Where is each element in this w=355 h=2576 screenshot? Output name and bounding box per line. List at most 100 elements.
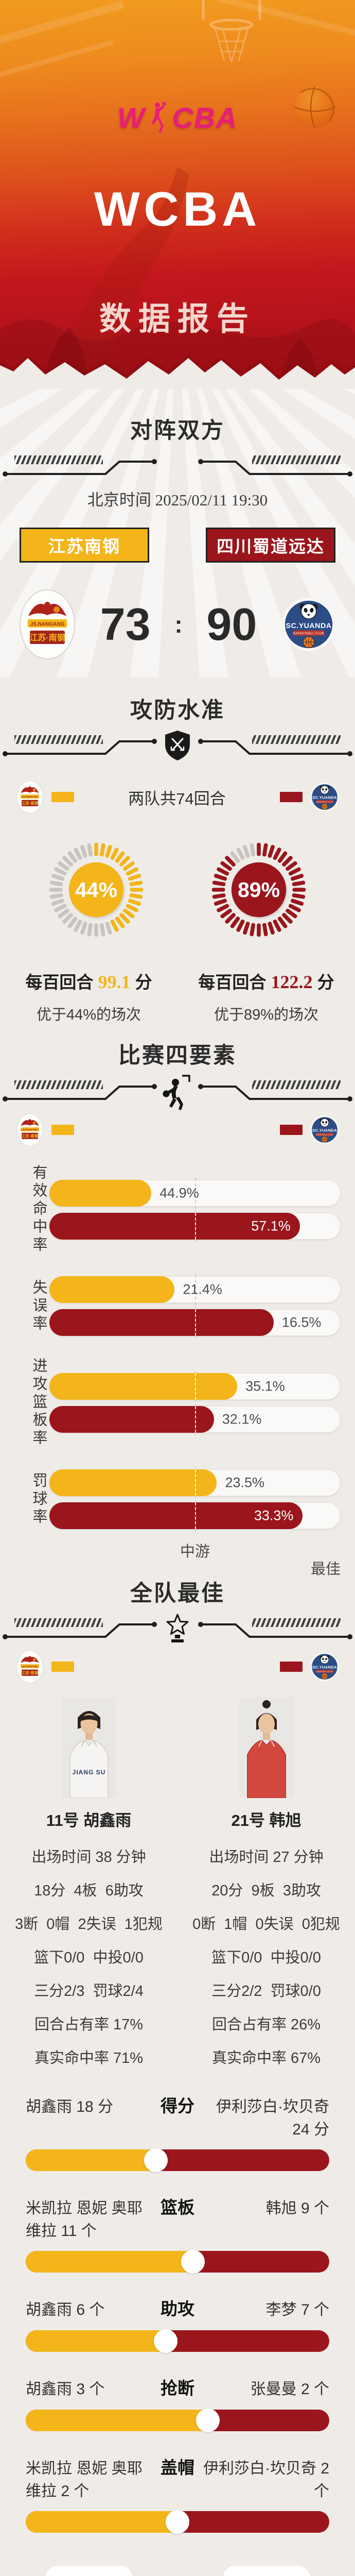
away-color-swatch <box>280 1662 303 1672</box>
hero-subtitle: 数据报告 <box>99 301 256 337</box>
home-offense-caption: 每百回合 99.1 分 优于44%的场次 <box>0 969 177 1024</box>
team-banners: 江苏南钢 四川蜀道远达 <box>0 522 355 577</box>
wechat-minicode <box>45 2566 133 2576</box>
stat-line: 0断 1帽 0失误 0犯规 <box>192 1916 340 1933</box>
leader-split-bar <box>26 2329 329 2353</box>
away-best-player: 21号 韩旭 <box>177 1697 355 1831</box>
four-factors-chart: 有效命中率 44.9% 57.1% 失误率 <box>0 1164 355 1531</box>
home-player-name: 11号 胡鑫雨 <box>46 1811 132 1829</box>
leader-row-blocks: 米凯拉 恩妮 奥耶维拉 2 个 盖帽 伊利莎白·坎贝奇 2 个 <box>0 2454 355 2534</box>
shield-swords-icon <box>163 730 192 764</box>
offense-defense-title: 攻防水准 <box>130 698 225 723</box>
away-leader: 伊利莎白·坎贝奇 2 个 <box>203 2460 329 2500</box>
away-points-per-100: 122.2 <box>271 972 313 992</box>
leader-row-rebounds: 米凯拉 恩妮 奥耶维拉 11 个 篮板 韩旭 9 个 <box>0 2194 355 2274</box>
rating-prefix: 每百回合 <box>25 973 94 992</box>
offense-defense-section: 攻防水准 两队共74回合 <box>0 692 355 1024</box>
stat-line: 出场时间 27 分钟 <box>209 1849 324 1866</box>
category-label: 盖帽 <box>161 2458 194 2477</box>
home-best-player: 11号 胡鑫雨 <box>0 1697 177 1831</box>
away-factor-bar: 57.1% <box>49 1210 341 1242</box>
home-team-logo-small <box>15 780 44 814</box>
stat-line: 20分 9板 3助攻 <box>211 1883 321 1899</box>
stat-line: 真实命中率 67% <box>211 2050 321 2066</box>
factor-label: 罚球率 <box>30 1472 47 1527</box>
team-best-section: 全队最佳 11号 胡鑫雨 <box>0 1575 355 2067</box>
torn-edge <box>0 354 355 389</box>
away-factor-bar: 16.5% <box>49 1307 341 1338</box>
offense-defense-legend: 两队共74回合 <box>0 780 355 814</box>
stat-line: 回合占有率 17% <box>34 2016 144 2033</box>
away-offense-donut: 89% <box>210 841 308 939</box>
section-divider <box>0 1075 355 1110</box>
away-leader: 张曼曼 2 个 <box>250 2381 329 2398</box>
away-offense-caption: 每百回合 122.2 分 优于89%的场次 <box>177 969 355 1024</box>
home-factor-value: 35.1% <box>245 1378 285 1394</box>
qr-code <box>222 2566 310 2576</box>
team-best-title: 全队最佳 <box>130 1581 225 1606</box>
rating-suffix: 分 <box>317 973 334 992</box>
leader-row-points: 胡鑫雨 18 分 得分 伊利莎白·坎贝奇 24 分 <box>0 2092 355 2172</box>
matchup-title: 对阵双方 <box>130 418 225 443</box>
home-player-stats: 出场时间 38 分钟 18分 4板 6助攻 3断 0帽 2失误 1犯规 篮下0/… <box>0 1845 177 2067</box>
team-best-legend <box>0 1650 355 1684</box>
stat-line: 篮下0/0 中投0/0 <box>211 1950 321 1966</box>
away-factor-value: 32.1% <box>222 1411 262 1427</box>
home-team-logo-small <box>15 1113 44 1147</box>
leader-split-bar <box>26 2250 329 2274</box>
split-knob <box>181 2250 205 2274</box>
away-factor-bar: 32.1% <box>49 1403 341 1435</box>
away-team-name: 四川蜀道远达 <box>217 537 325 556</box>
away-color-swatch <box>280 1125 303 1135</box>
wcba-logo-player-icon <box>151 101 166 133</box>
home-factor-bar: 44.9% <box>49 1177 341 1209</box>
home-team-name: 江苏南钢 <box>48 537 120 556</box>
home-factor-bar: 35.1% <box>49 1370 341 1402</box>
factor-label: 进攻篮板率 <box>30 1358 47 1448</box>
home-factor-value: 21.4% <box>183 1281 222 1297</box>
basketball-player-icon <box>162 1075 193 1114</box>
score-colon: : <box>174 611 183 638</box>
home-points-per-100: 99.1 <box>98 972 131 992</box>
stat-line: 3断 0帽 2失误 1犯规 <box>15 1916 163 1933</box>
away-team-logo-small <box>310 1652 340 1682</box>
category-label: 得分 <box>161 2096 194 2115</box>
factor-label: 失误率 <box>30 1279 47 1333</box>
qr-data-notes: 微信扫码查看数据说明 <box>177 2566 355 2576</box>
four-factors-axis: 中游 最佳 <box>0 1539 355 1578</box>
axis-best-label: 最佳 <box>310 1561 341 1578</box>
away-factor-value: 16.5% <box>281 1314 322 1330</box>
axis-mid-label: 中游 <box>180 1544 210 1560</box>
factor-row-efg: 有效命中率 44.9% 57.1% <box>0 1164 341 1255</box>
away-offense-percentile: 89% <box>237 877 280 902</box>
home-factor-bar: 23.5% <box>49 1467 341 1498</box>
star-trophy-icon <box>163 1613 192 1648</box>
split-knob <box>154 2329 178 2353</box>
split-knob <box>196 2409 220 2432</box>
four-factors-legend <box>0 1113 355 1147</box>
leader-split-bar <box>26 2148 329 2172</box>
home-color-swatch <box>51 1125 74 1135</box>
qr-more-data: 微信扫码查看更多数据 <box>0 2566 177 2576</box>
home-leader: 米凯拉 恩妮 奥耶维拉 11 个 <box>26 2200 143 2240</box>
best-players: 11号 胡鑫雨 21号 韩旭 <box>0 1697 355 1831</box>
home-color-swatch <box>51 792 74 802</box>
away-player-stats: 出场时间 27 分钟 20分 9板 3助攻 0断 1帽 0失误 0犯规 篮下0/… <box>177 1845 355 2067</box>
stat-line: 回合占有率 26% <box>211 2016 321 2033</box>
factor-row-orb: 进攻篮板率 35.1% 32.1% <box>0 1358 341 1448</box>
factor-row-tov: 失误率 21.4% 16.5% <box>0 1274 341 1338</box>
hero-title: WCBA <box>94 182 261 236</box>
home-team-banner: 江苏南钢 <box>20 522 155 563</box>
away-color-swatch <box>279 792 303 802</box>
hero-header: W CBA WCBA 数据报告 <box>0 0 355 389</box>
away-score: 90 <box>206 599 257 650</box>
leader-split-bar <box>26 2510 329 2534</box>
home-score: 73 <box>100 599 151 650</box>
factor-label: 有效命中率 <box>30 1164 47 1255</box>
qr-section: 微信扫码查看更多数据 微信扫码查看数据说明 <box>0 2566 355 2576</box>
possessions-note: 两队共74回合 <box>128 789 226 808</box>
offense-rating-captions: 每百回合 99.1 分 优于44%的场次 每百回合 122.2 分 优于89%的… <box>0 969 355 1024</box>
away-team-logo <box>281 597 336 652</box>
factor-row-ftr: 罚球率 23.5% 33.3% <box>0 1467 341 1531</box>
